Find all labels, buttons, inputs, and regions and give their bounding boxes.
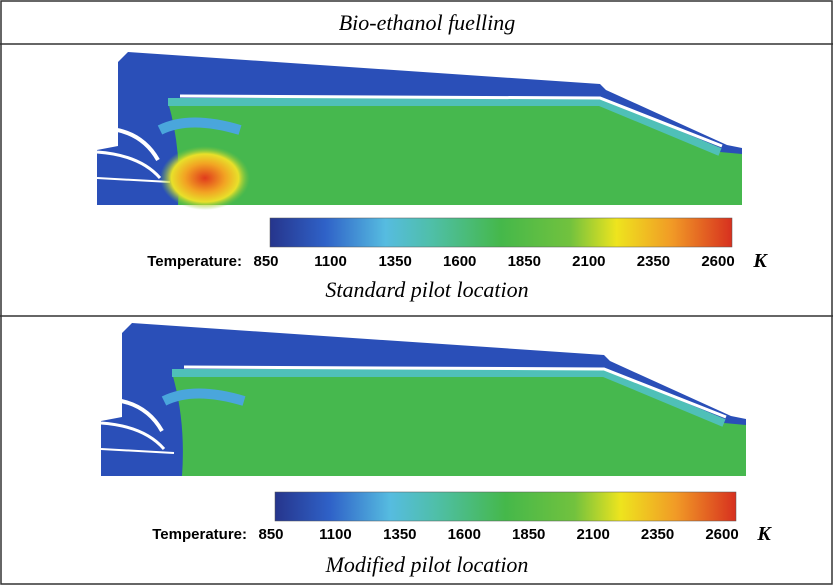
panel: 850 1100 1350 1600 1850 2100 2350 2600 Temperatu… — [147, 217, 768, 302]
colorbar-tick-label: 1850 — [512, 526, 545, 543]
contour-plot — [101, 323, 746, 476]
colorbar-tick-label: 1100 — [319, 526, 352, 543]
colorbar-tick-label: 2100 — [572, 253, 605, 270]
title: Bio-ethanol fuelling — [339, 10, 516, 35]
panel: 850 1100 1350 1600 1850 2100 2350 2600 Temperatu… — [152, 491, 772, 577]
contour-plot — [97, 52, 742, 210]
colorbar-label: Temperature: — [147, 253, 242, 270]
colorbar-tick-label: 2100 — [576, 526, 609, 543]
caption: Standard pilot location — [325, 277, 528, 302]
colorbar-tick-label: 850 — [253, 253, 278, 270]
colorbar — [269, 217, 733, 248]
colorbar-tick-label: 850 — [258, 526, 283, 543]
caption: Modified pilot location — [325, 552, 529, 577]
colorbar-tick-label: 2350 — [641, 526, 674, 543]
colorbar-tick-label: 2600 — [701, 253, 734, 270]
colorbar-unit: K — [752, 250, 768, 272]
colorbar — [274, 491, 737, 522]
colorbar-label: Temperature: — [152, 526, 247, 543]
colorbar-unit: K — [756, 523, 772, 545]
colorbar-tick-label: 2600 — [705, 526, 738, 543]
colorbar-tick-label: 1100 — [314, 253, 347, 270]
colorbar-tick-label: 2350 — [637, 253, 670, 270]
colorbar-tick-label: 1350 — [383, 526, 416, 543]
colorbar-tick-label: 1850 — [508, 253, 541, 270]
colorbar-tick-label: 1600 — [443, 253, 476, 270]
colorbar-tick-label: 1600 — [448, 526, 481, 543]
colorbar-tick-label: 1350 — [378, 253, 411, 270]
